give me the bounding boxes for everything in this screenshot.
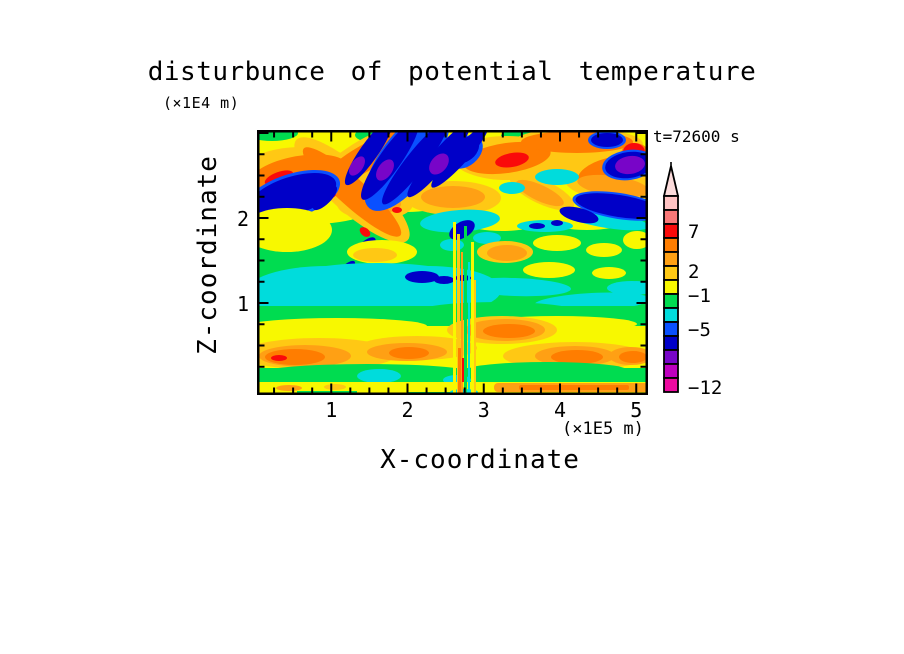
axis-ticks: [259, 132, 646, 393]
x-tick-label: 3: [477, 398, 490, 422]
x-tick-label: 1: [325, 398, 338, 422]
colorbar-segment: [663, 335, 679, 351]
colorbar-segment: [663, 265, 679, 281]
z-tick-label: 1: [236, 292, 249, 316]
colorbar-segment: [663, 251, 679, 267]
colorbar-label: 2: [688, 261, 700, 284]
colorbar-segment: [663, 195, 679, 211]
chart-title: disturbunce of potential temperature: [147, 57, 757, 87]
colorbar-segment: [663, 209, 679, 225]
x-tick-label: 5: [630, 398, 643, 422]
colorbar-label: 7: [688, 221, 700, 244]
x-tick-label: 4: [553, 398, 567, 422]
colorbar-label: −12: [688, 377, 723, 400]
z-axis-title: Z-coordinate: [193, 155, 223, 355]
contour-plot: [257, 130, 648, 395]
z-axis-units-label: (×1E4 m): [163, 94, 240, 112]
colorbar-segment: [663, 237, 679, 253]
colorbar-label: −1: [688, 284, 711, 307]
colorbar: [662, 162, 680, 393]
colorbar-segment: [663, 279, 679, 295]
colorbar-segment: [663, 321, 679, 337]
z-tick-label: 2: [236, 207, 249, 231]
colorbar-segment: [663, 293, 679, 309]
colorbar-segment: [663, 363, 679, 379]
contour-field: [257, 130, 648, 395]
colorbar-segments: [663, 195, 679, 393]
colorbar-arrow-tip: [662, 165, 680, 197]
time-annotation: t=72600 s: [653, 127, 740, 146]
x-axis-units-label: (×1E5 m): [562, 419, 644, 439]
plot-frame: [257, 130, 648, 395]
colorbar-segment: [663, 223, 679, 239]
x-tick-label: 2: [401, 398, 414, 422]
colorbar-segment: [663, 349, 679, 365]
colorbar-segment: [663, 377, 679, 393]
colorbar-segment: [663, 307, 679, 323]
colorbar-label: −5: [688, 319, 711, 342]
x-axis-title: X-coordinate: [380, 445, 580, 475]
